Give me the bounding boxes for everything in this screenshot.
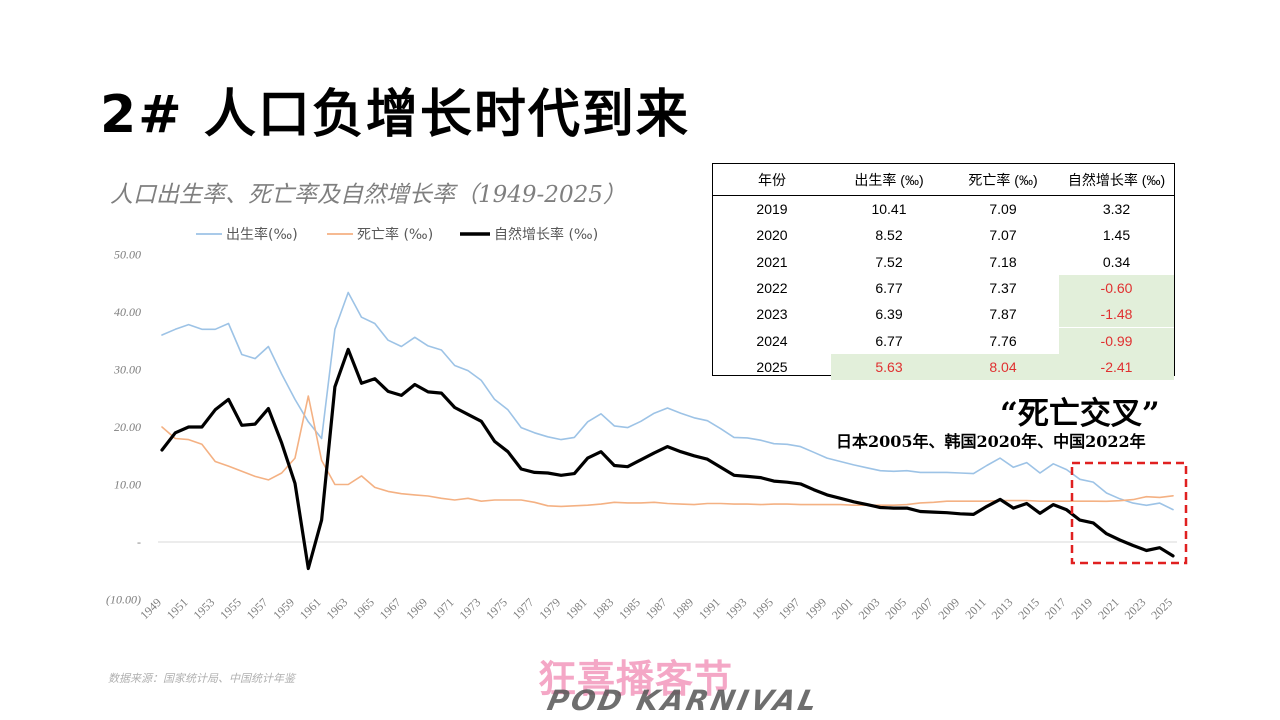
y-tick-label: 50.00 <box>114 248 141 262</box>
header-natural: 自然增长率 (‰) <box>1059 164 1174 196</box>
table-cell-natural: 0.34 <box>1059 249 1174 275</box>
table-cell-death: 7.37 <box>947 275 1059 301</box>
table-cell-natural: -1.48 <box>1059 301 1174 327</box>
x-tick-label: 1953 <box>190 595 217 622</box>
table-cell-year: 2023 <box>713 301 831 327</box>
series-line-natural <box>162 349 1173 568</box>
table-cell-year: 2020 <box>713 222 831 248</box>
x-tick-label: 1967 <box>377 595 404 622</box>
x-tick-label: 2009 <box>935 595 962 622</box>
table-cell-birth: 8.52 <box>831 222 947 248</box>
x-tick-label: 1979 <box>536 595 563 622</box>
table-cell-natural: -0.99 <box>1059 328 1174 354</box>
table-cell-death: 7.18 <box>947 249 1059 275</box>
x-tick-label: 1949 <box>137 595 164 622</box>
x-tick-label: 1957 <box>244 595 271 622</box>
x-tick-label: 1951 <box>164 595 191 622</box>
table-cell-death: 7.09 <box>947 196 1059 222</box>
x-tick-label: 1965 <box>350 595 377 622</box>
legend-label-natural: 自然增长率 (‰) <box>494 226 598 243</box>
table-cell-natural: -0.60 <box>1059 275 1174 301</box>
x-tick-label: 1963 <box>323 595 350 622</box>
x-tick-label: 2015 <box>1015 595 1042 622</box>
table-cell-birth: 7.52 <box>831 249 947 275</box>
x-tick-label: 2023 <box>1122 595 1149 622</box>
podcast-festival-logo-en: POD KARNIVAL <box>544 684 822 717</box>
table-cell-year: 2022 <box>713 275 831 301</box>
table-cell-birth: 6.77 <box>831 328 947 354</box>
x-tick-label: 2017 <box>1042 595 1069 622</box>
y-tick-label: 20.00 <box>114 420 141 434</box>
table-cell-birth: 6.39 <box>831 301 947 327</box>
x-tick-label: 1983 <box>590 595 617 622</box>
table-cell-birth: 5.63 <box>831 354 947 380</box>
x-tick-label: 2021 <box>1095 595 1122 622</box>
x-tick-label: 1991 <box>696 595 723 622</box>
x-tick-label: 1955 <box>217 595 244 622</box>
death-cross-subtitle: 日本2005年、韩国2020年、中国2022年 <box>836 428 1146 452</box>
x-tick-label: 2019 <box>1068 595 1095 622</box>
x-tick-label: 1971 <box>430 595 457 622</box>
table-cell-death: 8.04 <box>947 354 1059 380</box>
table-cell-natural: 1.45 <box>1059 222 1174 248</box>
x-tick-label: 1981 <box>563 595 590 622</box>
x-tick-label: 2005 <box>882 595 909 622</box>
x-tick-label: 1969 <box>403 595 430 622</box>
x-tick-label: 2007 <box>909 595 936 622</box>
y-tick-label: 30.00 <box>113 363 141 377</box>
table-cell-year: 2024 <box>713 328 831 354</box>
x-tick-label: 1987 <box>643 595 670 622</box>
table-cell-death: 7.07 <box>947 222 1059 248</box>
x-tick-label: 1999 <box>802 595 829 622</box>
x-tick-label: 1977 <box>510 595 537 622</box>
table-cell-natural: 3.32 <box>1059 196 1174 222</box>
x-tick-label: 1961 <box>297 595 324 622</box>
table-cell-natural: -2.41 <box>1059 354 1174 380</box>
table-cell-death: 7.76 <box>947 328 1059 354</box>
x-tick-label: 1975 <box>483 595 510 622</box>
x-tick-label: 2011 <box>962 595 989 622</box>
table-cell-year: 2019 <box>713 196 831 222</box>
x-tick-label: 1997 <box>776 595 803 622</box>
y-tick-label: 10.00 <box>114 478 141 492</box>
x-tick-label: 1995 <box>749 595 776 622</box>
data-source: 数据来源：国家统计局、中国统计年鉴 <box>108 670 295 686</box>
y-tick-label: 40.00 <box>114 305 141 319</box>
x-tick-label: 1993 <box>723 595 750 622</box>
legend-label-birth: 出生率(‰) <box>226 226 298 243</box>
x-tick-label: 2003 <box>856 595 883 622</box>
x-tick-label: 1989 <box>669 595 696 622</box>
y-tick-label: (10.00) <box>106 593 141 607</box>
death-cross-box <box>1072 463 1186 563</box>
x-tick-label: 2025 <box>1148 595 1175 622</box>
header-year: 年份 <box>713 164 831 196</box>
x-tick-label: 2013 <box>989 595 1016 622</box>
table-cell-birth: 10.41 <box>831 196 947 222</box>
y-tick-label: - <box>137 535 141 549</box>
legend-label-death: 死亡率 (‰) <box>357 226 433 243</box>
table-cell-year: 2021 <box>713 249 831 275</box>
death-cross-title: “死亡交叉” <box>1000 388 1160 433</box>
table-header: 年份 出生率 (‰) 死亡率 (‰) 自然增长率 (‰) <box>713 164 1174 196</box>
x-tick-label: 1985 <box>616 595 643 622</box>
table-cell-birth: 6.77 <box>831 275 947 301</box>
x-tick-label: 1959 <box>270 595 297 622</box>
table-cell-year: 2025 <box>713 354 831 380</box>
rates-table: 年份 出生率 (‰) 死亡率 (‰) 自然增长率 (‰) 2019 10.41 7.… <box>712 163 1175 376</box>
x-tick-label: 1973 <box>457 595 484 622</box>
header-death: 死亡率 (‰) <box>947 164 1059 196</box>
table-cell-death: 7.87 <box>947 301 1059 327</box>
header-birth: 出生率 (‰) <box>831 164 947 196</box>
x-tick-label: 2001 <box>829 595 856 622</box>
